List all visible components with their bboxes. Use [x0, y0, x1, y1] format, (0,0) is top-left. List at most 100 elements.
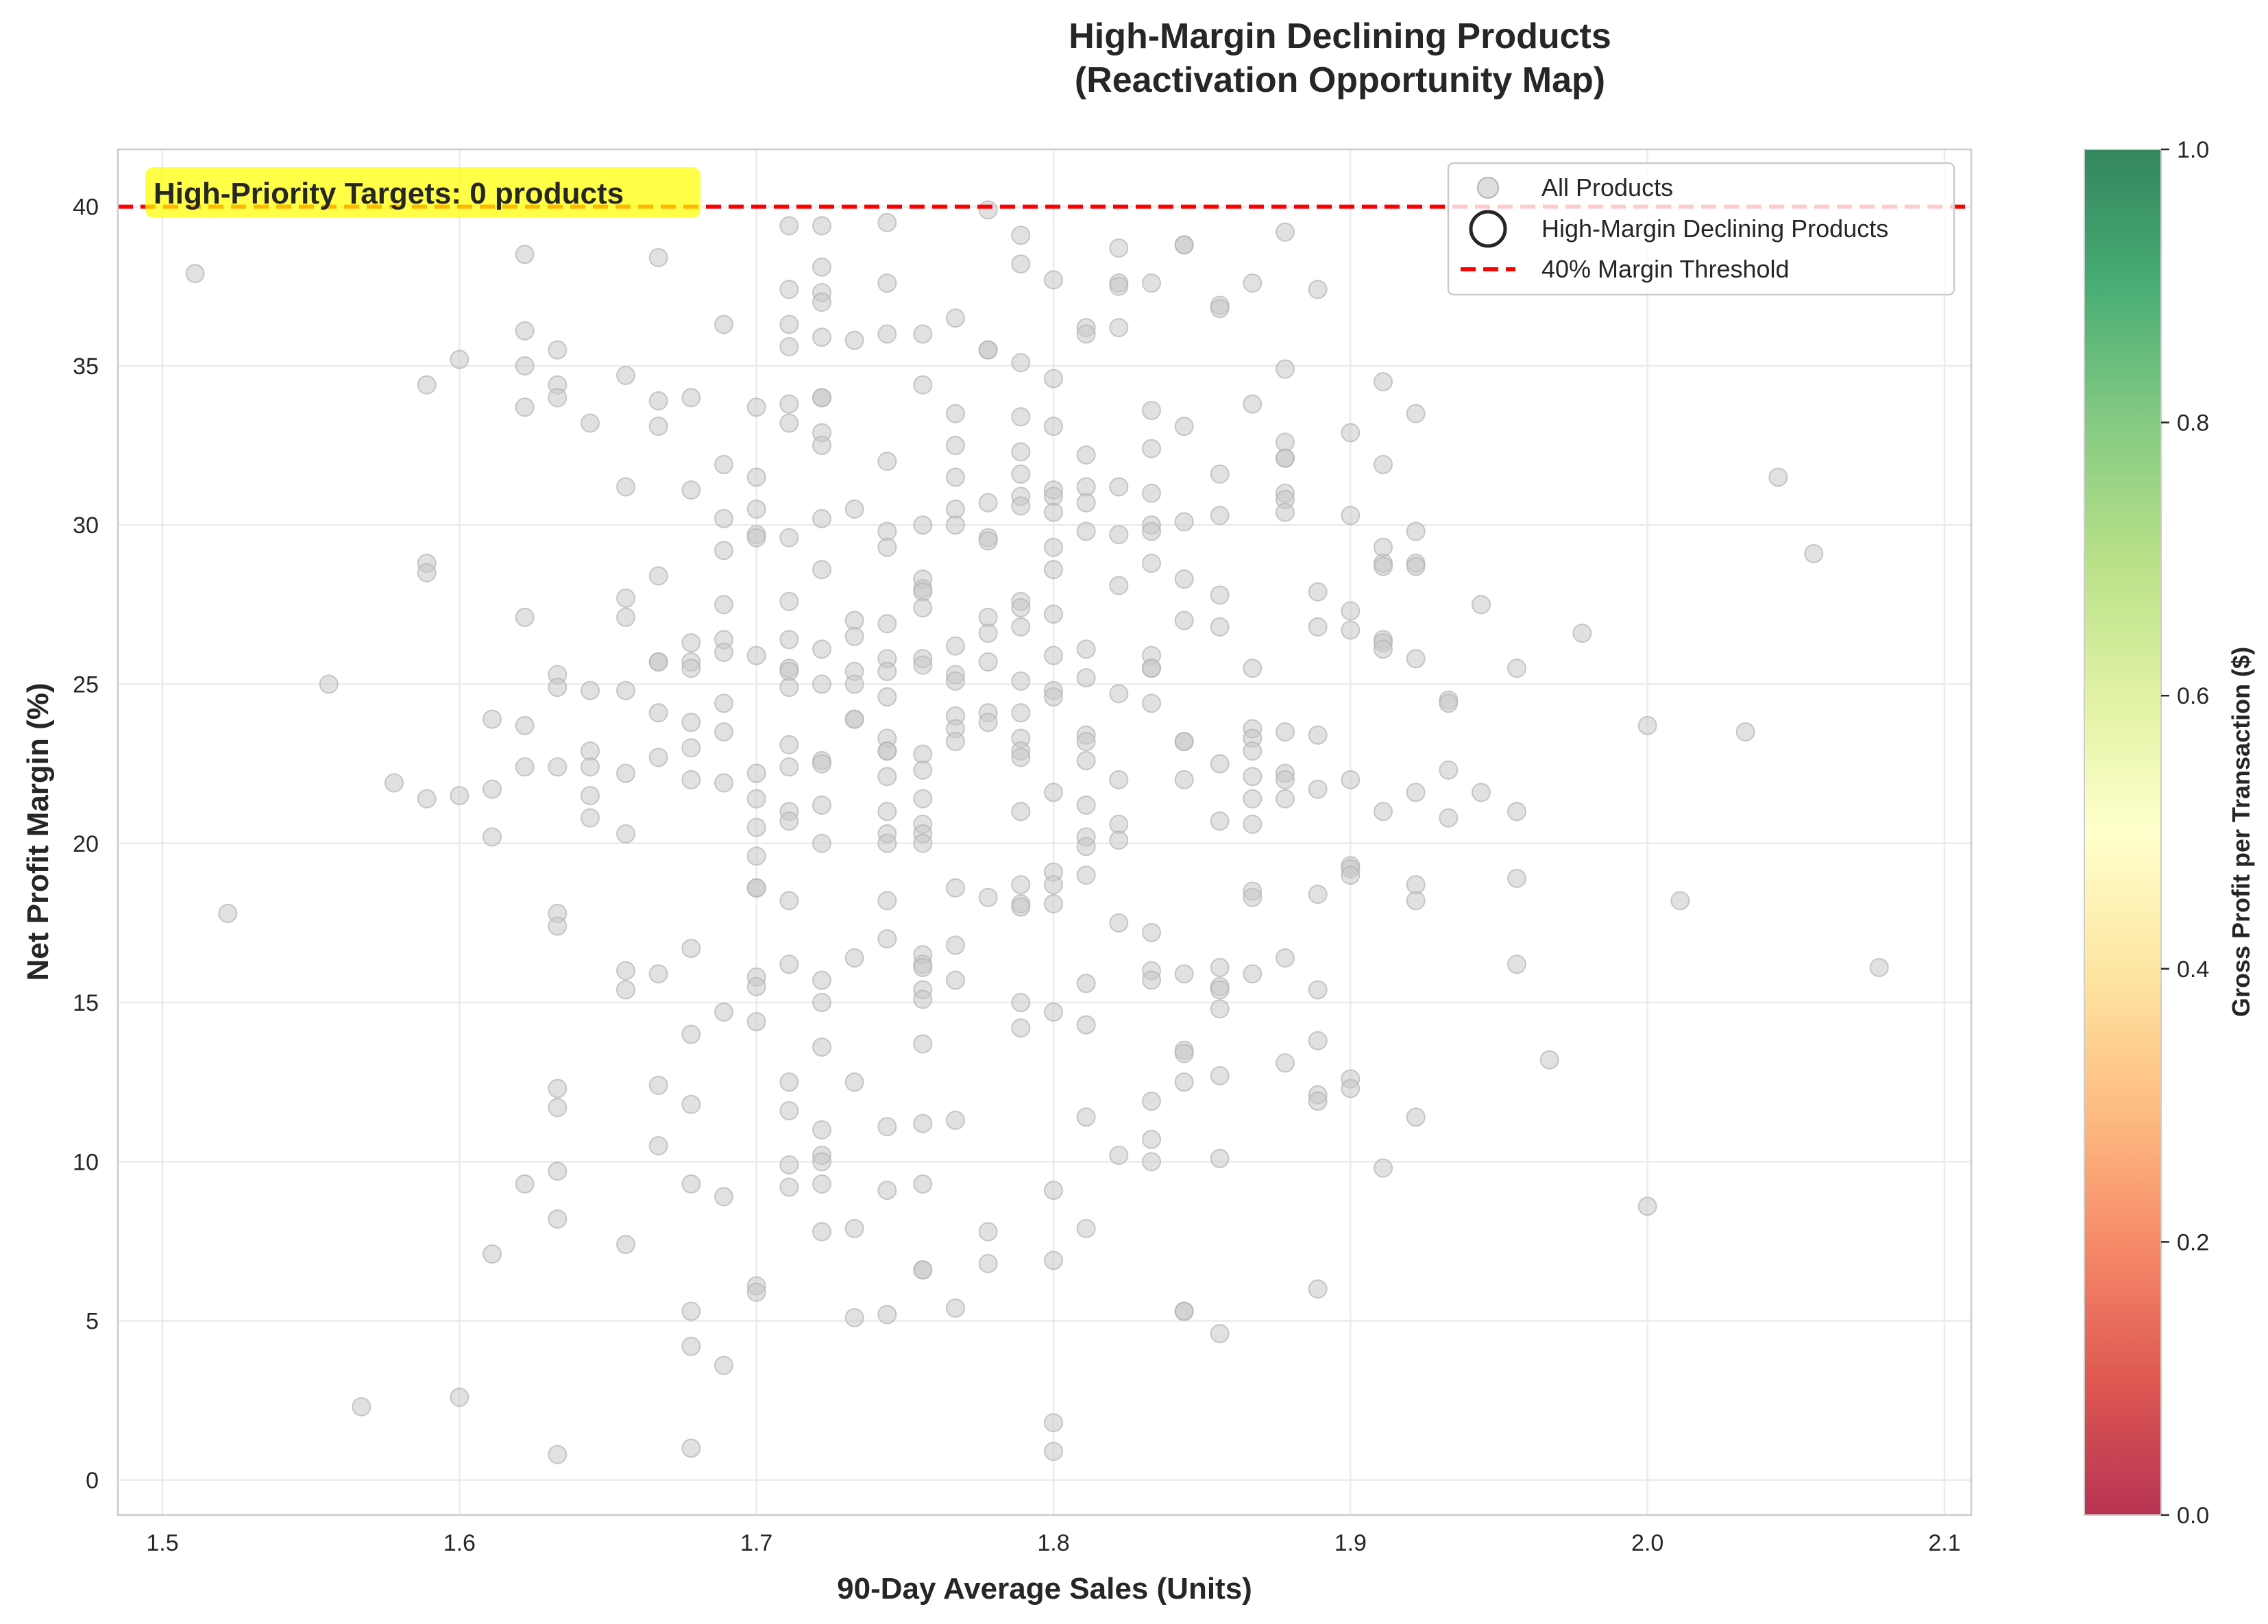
data-point: [1308, 617, 1328, 637]
data-point: [548, 340, 568, 360]
data-point: [1308, 1031, 1328, 1050]
data-point: [1109, 276, 1129, 296]
data-point: [581, 757, 600, 777]
data-point: [1210, 299, 1230, 319]
chart-title: High-Margin Declining Products: [1069, 16, 1611, 56]
data-point: [1109, 1146, 1129, 1166]
data-point: [1011, 703, 1031, 723]
data-point: [946, 970, 965, 990]
data-point: [1507, 659, 1526, 678]
data-point: [1406, 556, 1426, 576]
data-point: [352, 1397, 371, 1417]
data-point: [515, 715, 535, 735]
data-point: [779, 280, 799, 299]
data-point: [616, 477, 635, 497]
data-point: [812, 328, 831, 347]
data-point: [946, 878, 965, 898]
data-point: [779, 591, 799, 611]
data-point: [417, 563, 437, 582]
data-point: [877, 833, 897, 853]
data-point: [913, 324, 933, 344]
x-tick-label: 1.8: [1037, 1530, 1069, 1556]
data-point: [1142, 400, 1161, 420]
x-axis-ticks: 1.5 1.6 1.7 1.8 1.9 2.0 2.1: [146, 1530, 1960, 1556]
colorbar-tick-label: 0.0: [2177, 1503, 2209, 1529]
data-point: [844, 948, 864, 968]
data-point: [1011, 407, 1031, 427]
data-point: [978, 1222, 998, 1242]
data-point: [681, 713, 701, 733]
data-point: [746, 878, 766, 898]
data-point: [1174, 512, 1194, 532]
data-point: [515, 245, 535, 264]
chart-subtitle: (Reactivation Opportunity Map): [1075, 60, 1605, 100]
annotation-text: High-Priority Targets: 0 products: [154, 177, 624, 210]
data-point: [1276, 432, 1295, 452]
data-point: [1011, 1018, 1031, 1038]
colorbar-tick-label: 0.6: [2177, 683, 2209, 709]
data-point: [450, 349, 470, 369]
data-point: [616, 589, 635, 608]
data-point: [1011, 671, 1031, 691]
data-point: [746, 1011, 766, 1031]
data-point: [779, 216, 799, 236]
y-tick-label: 20: [73, 831, 99, 857]
data-point: [913, 1174, 933, 1194]
data-point: [779, 661, 799, 681]
data-point: [681, 1024, 701, 1044]
colorbar-tick-label: 1.0: [2177, 137, 2209, 163]
data-point: [1243, 659, 1263, 678]
data-point: [1076, 668, 1096, 688]
data-point: [913, 760, 933, 780]
data-point: [1011, 353, 1031, 373]
data-point: [714, 773, 733, 793]
data-point: [1044, 1181, 1063, 1201]
data-point: [877, 1117, 897, 1137]
data-point: [978, 1253, 998, 1273]
legend-label-high-margin: High-Margin Declining Products: [1541, 214, 1888, 243]
data-point: [1243, 767, 1263, 787]
data-point: [1109, 770, 1129, 789]
data-point: [913, 598, 933, 617]
data-point: [779, 413, 799, 433]
legend-label-threshold: 40% Margin Threshold: [1541, 255, 1790, 283]
data-point: [1406, 783, 1426, 802]
data-point: [1076, 837, 1096, 857]
y-tick-label: 5: [86, 1309, 99, 1335]
data-point: [648, 652, 668, 672]
data-point: [946, 467, 965, 487]
data-point: [1044, 369, 1063, 389]
data-point: [1044, 783, 1063, 802]
data-point: [779, 394, 799, 414]
data-point: [1011, 802, 1031, 822]
data-point: [946, 1299, 965, 1318]
data-point: [877, 273, 897, 293]
data-point: [779, 630, 799, 650]
data-point: [779, 337, 799, 357]
data-point: [714, 541, 733, 561]
data-point: [779, 528, 799, 548]
data-point: [1011, 225, 1031, 245]
data-point: [1076, 324, 1096, 344]
x-tick-label: 1.6: [443, 1530, 476, 1556]
data-point: [877, 767, 897, 787]
data-point: [877, 661, 897, 681]
data-point: [1374, 372, 1393, 392]
data-point: [417, 375, 437, 395]
data-point: [1210, 617, 1230, 637]
data-point: [548, 1079, 568, 1098]
data-point: [1439, 808, 1459, 828]
data-point: [877, 1305, 897, 1325]
data-point: [844, 1218, 864, 1238]
data-point: [978, 652, 998, 672]
data-point: [746, 846, 766, 866]
data-point: [1044, 1413, 1063, 1433]
data-point: [1142, 970, 1161, 990]
data-point: [1011, 617, 1031, 637]
data-point: [779, 315, 799, 334]
data-point: [779, 1177, 799, 1197]
legend: All Products High-Margin Declining Produ…: [1447, 162, 1955, 296]
data-point: [746, 467, 766, 487]
data-point: [548, 388, 568, 408]
data-point: [946, 404, 965, 423]
